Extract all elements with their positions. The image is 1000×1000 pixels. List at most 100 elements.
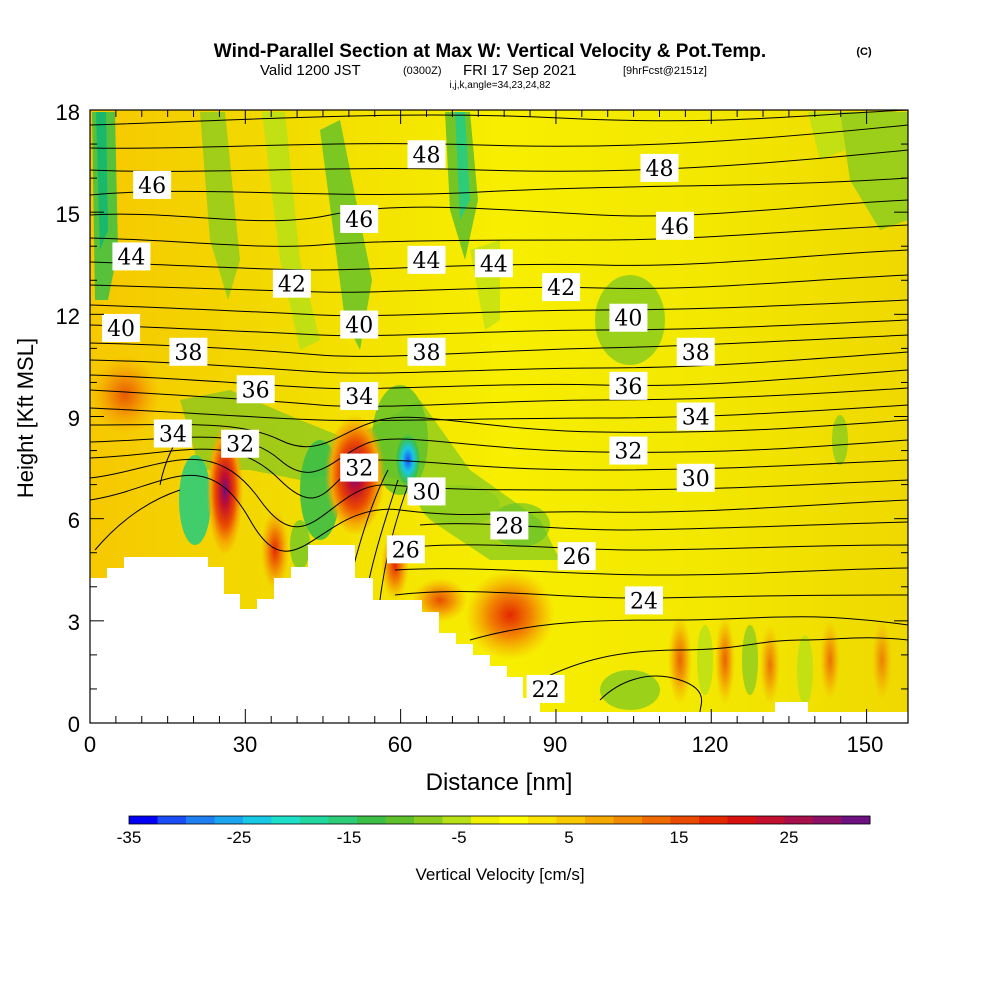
contour-label-text: 44 — [480, 252, 508, 277]
contour-label: 44 — [474, 249, 513, 278]
x-axis-label: Distance [nm] — [426, 769, 573, 796]
x-tick-label: 0 — [84, 732, 96, 757]
colorbar — [129, 816, 871, 824]
x-tick-label: 30 — [233, 732, 257, 757]
x-tick-label: 150 — [847, 732, 884, 757]
colorbar-swatch — [385, 816, 415, 824]
contour-label-text: 48 — [413, 143, 441, 168]
contour-labels: 46 44 42 40 38 36 34 32 48 46 44 44 40 38 34 32 30 28 26 42… — [102, 140, 715, 703]
colorbar-swatch — [841, 816, 871, 824]
chart-title: Wind-Parallel Section at Max W: Vertical… — [214, 41, 766, 62]
subtitle-utc: (0300Z) — [403, 65, 442, 77]
colorbar-swatch — [442, 816, 472, 824]
y-tick-label: 18 — [56, 100, 80, 125]
contour-label-text: 46 — [138, 174, 166, 199]
contour-label: 46 — [133, 170, 172, 199]
contour-label-text: 36 — [242, 378, 270, 403]
contour-label: 38 — [676, 337, 715, 366]
contour-label-box — [340, 382, 379, 411]
colorbar-tick-label: -25 — [227, 828, 252, 847]
contour-label-box — [153, 419, 192, 448]
contour-label-box — [490, 511, 529, 540]
y-tick-label: 15 — [56, 202, 80, 227]
colorbar-swatch — [357, 816, 386, 824]
contour-label-box — [609, 371, 648, 400]
colorbar-swatch — [813, 816, 842, 824]
x-tick-label: 90 — [543, 732, 567, 757]
contour-label-text: 42 — [278, 273, 306, 298]
colorbar-swatch — [670, 816, 700, 824]
y-tick-label: 3 — [68, 610, 80, 635]
contour-label: 34 — [340, 382, 379, 411]
contour-label: 30 — [676, 463, 715, 492]
colorbar-swatch — [471, 816, 500, 824]
contour-label-text: 44 — [117, 245, 145, 270]
contour-label-box — [102, 313, 141, 342]
updraft-core-3 — [465, 570, 555, 660]
contour-label-box — [133, 170, 172, 199]
colorbar-swatch — [556, 816, 586, 824]
contour-label-text: 34 — [682, 406, 710, 431]
contour-label-text: 28 — [495, 514, 523, 539]
terrain-mask — [90, 545, 908, 723]
contour-label-text: 26 — [392, 538, 420, 563]
contour-label-text: 48 — [645, 157, 673, 182]
colorbar-tick-label: 5 — [564, 828, 573, 847]
contour-label: 44 — [407, 245, 446, 274]
axis-ticks — [89, 109, 908, 724]
contour-label-box — [340, 310, 379, 339]
contour-label-text: 36 — [614, 375, 642, 400]
colorbar-tick-label: 15 — [670, 828, 689, 847]
warm-region-left — [90, 355, 160, 435]
contour-label: 46 — [656, 211, 695, 240]
contour-label-box — [676, 463, 715, 492]
colorbar-swatch — [756, 816, 785, 824]
y-axis-label: Height [Kft MSL] — [13, 338, 38, 498]
colorbar-swatch — [727, 816, 757, 824]
contour-label: 38 — [169, 337, 208, 366]
contour-label: 24 — [624, 586, 663, 615]
contour-label-box — [609, 436, 648, 465]
contour-label-box — [272, 269, 311, 298]
colorbar-label: Vertical Velocity [cm/s] — [415, 865, 584, 884]
contour-label-box — [656, 211, 695, 240]
contour-label: 38 — [407, 337, 446, 366]
colorbar-swatch — [528, 816, 557, 824]
contour-label-box — [407, 140, 446, 169]
potential-temperature-contours — [90, 110, 908, 713]
contour-label: 48 — [407, 140, 446, 169]
colorbar-swatch — [414, 816, 443, 824]
contour-label-text: 30 — [413, 480, 441, 505]
x-tick-label: 60 — [388, 732, 412, 757]
y-tick-label: 12 — [56, 304, 80, 329]
contour-label-box — [340, 453, 379, 482]
contour-label: 40 — [340, 310, 379, 339]
contour-label: 32 — [609, 436, 648, 465]
contour-label: 32 — [340, 453, 379, 482]
contour-label-text: 46 — [661, 215, 689, 240]
contour-label: 36 — [609, 371, 648, 400]
contour-label: 34 — [676, 402, 715, 431]
colorbar-tick-label: -35 — [117, 828, 142, 847]
contour-label: 26 — [386, 535, 425, 564]
contour-label-text: 30 — [682, 467, 710, 492]
y-tick-label: 0 — [68, 712, 80, 737]
contour-label-text: 46 — [345, 208, 373, 233]
colorbar-tick-label: 25 — [780, 828, 799, 847]
contour-label: 40 — [609, 303, 648, 332]
colorbar-swatch — [129, 816, 158, 824]
contour-label: 36 — [236, 375, 275, 404]
contour-label: 22 — [526, 674, 565, 703]
contour-label-text: 44 — [413, 249, 441, 274]
contour-label-box — [407, 245, 446, 274]
subtitle-valid: Valid 1200 JST — [260, 62, 361, 79]
colorbar-swatch — [271, 816, 301, 824]
colorbar-swatch — [642, 816, 671, 824]
colorbar-swatch — [214, 816, 244, 824]
contour-label-text: 38 — [174, 341, 202, 366]
contour-label-box — [542, 273, 581, 302]
contour-label-box — [640, 153, 679, 182]
contour-label-box — [624, 586, 663, 615]
contour-label: 48 — [640, 153, 679, 182]
